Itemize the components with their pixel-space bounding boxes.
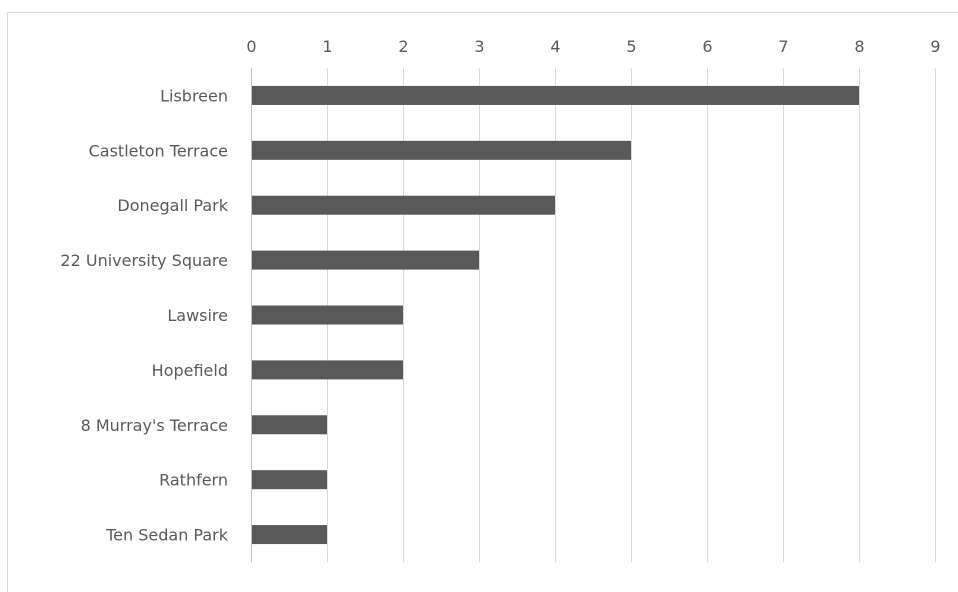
- category-label-5: Lawsire: [167, 306, 228, 325]
- category-label-9: Ten Sedan Park: [105, 526, 229, 545]
- x-tick-label-4: 4: [550, 37, 560, 56]
- x-axis-tick-labels: 0 1 2 3 4 5 6 7 8 9: [246, 37, 940, 56]
- x-tick-label-1: 1: [322, 37, 332, 56]
- x-tick-label-9: 9: [930, 37, 940, 56]
- x-tick-label-8: 8: [854, 37, 864, 56]
- category-label-3: Donegall Park: [117, 196, 228, 215]
- category-label-4: 22 University Square: [60, 251, 228, 270]
- category-label-1: Lisbreen: [160, 86, 228, 105]
- bar-1: [252, 85, 859, 105]
- category-label-7: 8 Murray's Terrace: [81, 416, 228, 435]
- bar-2: [252, 140, 631, 160]
- bar-6: [252, 360, 403, 380]
- category-label-6: Hopefield: [152, 361, 228, 380]
- bar-4: [252, 250, 479, 270]
- bar-3: [252, 195, 555, 215]
- chart-frame: [7, 12, 958, 592]
- x-tick-label-6: 6: [702, 37, 712, 56]
- x-tick-label-7: 7: [778, 37, 788, 56]
- bar-8: [252, 470, 327, 490]
- bar-7: [252, 415, 327, 435]
- category-label-2: Castleton Terrace: [89, 141, 228, 160]
- x-tick-label-3: 3: [474, 37, 484, 56]
- x-tick-label-0: 0: [246, 37, 256, 56]
- x-tick-label-2: 2: [398, 37, 408, 56]
- category-label-8: Rathfern: [159, 471, 228, 490]
- bars: [252, 85, 859, 545]
- bar-5: [252, 305, 403, 325]
- category-labels: Lisbreen Castleton Terrace Donegall Park 22…: [60, 86, 228, 544]
- x-tick-label-5: 5: [626, 37, 636, 56]
- bar-9: [252, 525, 327, 545]
